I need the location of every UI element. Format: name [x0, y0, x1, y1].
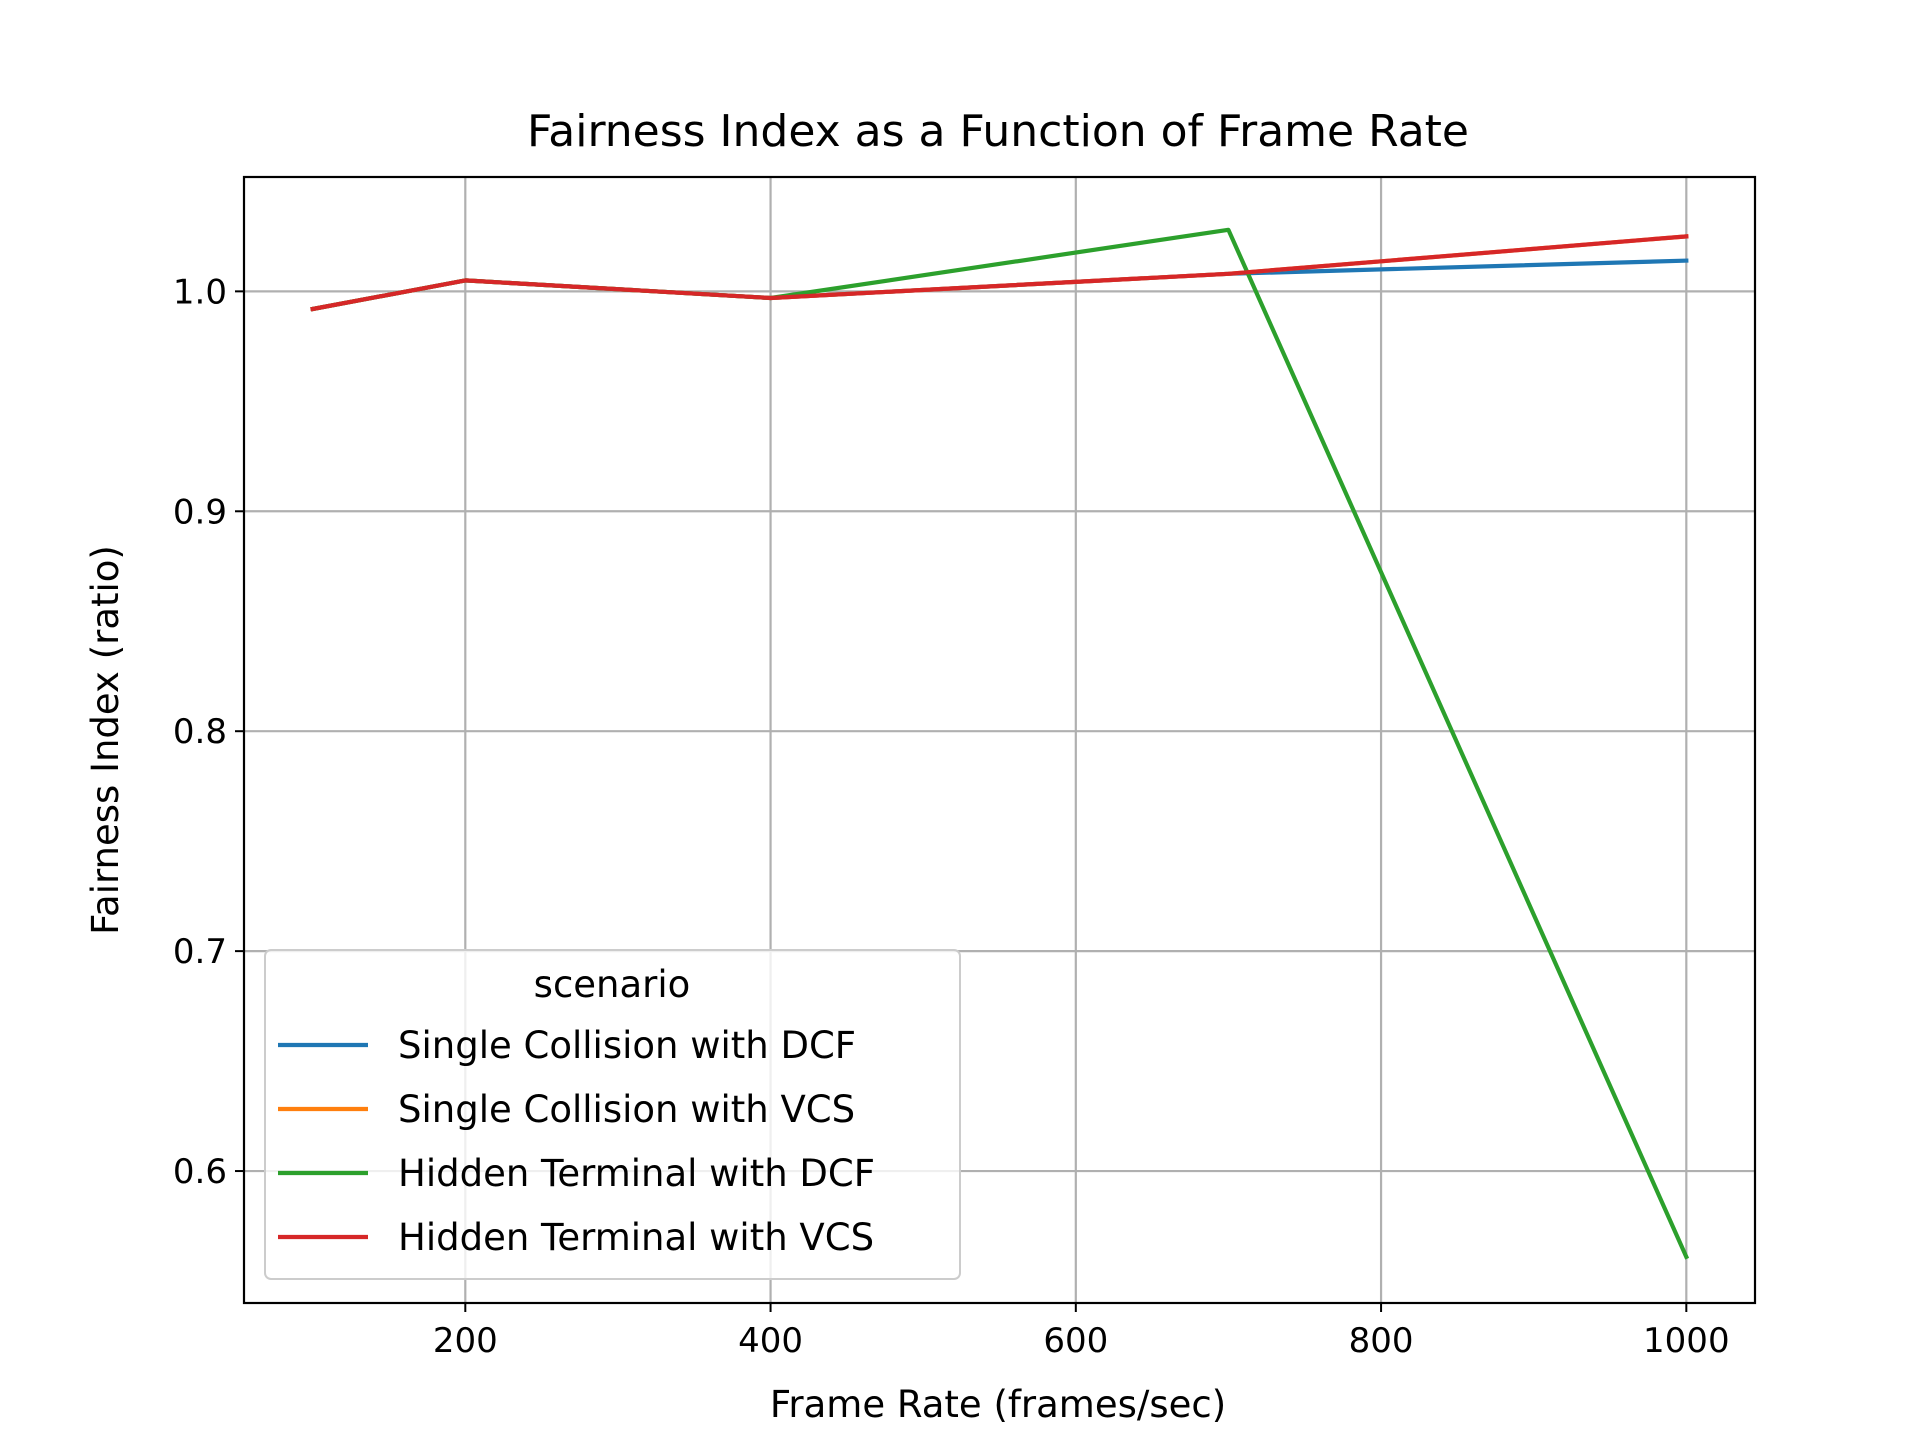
y-tick-label: 1.0 — [173, 272, 227, 312]
legend-box — [264, 949, 961, 1280]
x-tick-label: 800 — [1349, 1321, 1414, 1361]
series-line-hidden-terminal-with-vcs — [310, 234, 1689, 312]
y-axis-title: Fairness Index (ratio) — [84, 545, 127, 935]
legend-label: Single Collision with VCS — [398, 1088, 855, 1131]
ticks: 200 400 600 800 1000 0.6 0.7 0.8 0.9 1.0 — [173, 272, 1730, 1361]
chart-title: Fairness Index as a Function of Frame Ra… — [527, 106, 1469, 157]
x-tick-label: 600 — [1043, 1321, 1108, 1361]
series-lines — [310, 227, 1690, 1260]
x-tick-label: 400 — [738, 1321, 803, 1361]
legend-label: Single Collision with DCF — [398, 1024, 856, 1067]
y-tick-label: 0.9 — [173, 492, 227, 532]
x-axis-title: Frame Rate (frames/sec) — [770, 1383, 1226, 1426]
legend-entries: Single Collision with DCF Single Collisio… — [278, 1024, 875, 1259]
y-tick-label: 0.7 — [173, 932, 227, 972]
legend-label: Hidden Terminal with DCF — [398, 1152, 875, 1195]
legend-label: Hidden Terminal with VCS — [398, 1216, 874, 1259]
y-tick-label: 0.6 — [173, 1152, 227, 1192]
legend: scenario Single Collision with DCFSingle… — [264, 949, 961, 1280]
x-tick-label: 200 — [433, 1321, 498, 1361]
x-tick-label: 1000 — [1643, 1321, 1730, 1361]
y-tick-label: 0.8 — [173, 712, 227, 752]
legend-title: scenario — [534, 963, 691, 1006]
plot-frame — [242, 175, 1757, 1305]
grid — [244, 177, 1755, 1303]
